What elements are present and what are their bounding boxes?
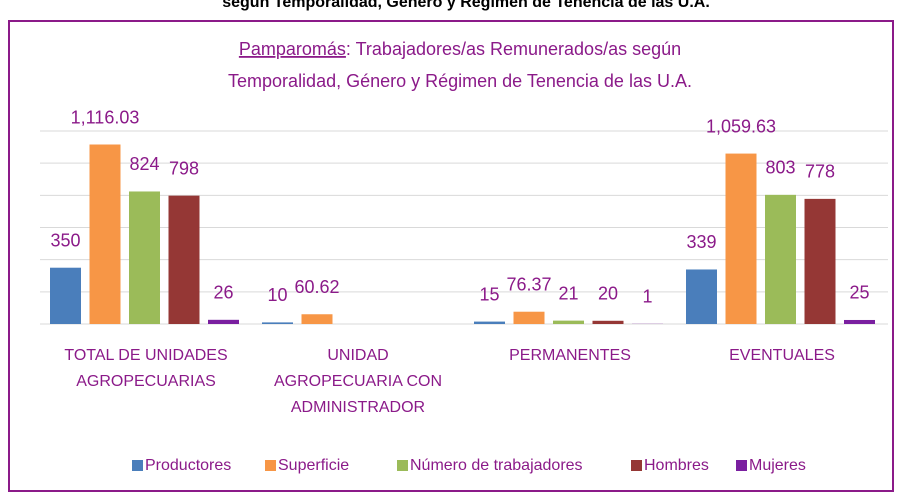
page-title: según Temporalidad, Género y Régimen de … bbox=[222, 0, 710, 11]
bar bbox=[686, 269, 717, 324]
legend-swatch bbox=[265, 460, 276, 471]
data-label: 20 bbox=[598, 284, 618, 304]
x-tick-label: AGROPECUARIAS bbox=[76, 373, 216, 390]
bar bbox=[553, 320, 584, 324]
x-tick-label: PERMANENTES bbox=[509, 347, 631, 364]
bar bbox=[208, 319, 239, 324]
data-label: 1,059.63 bbox=[706, 116, 776, 136]
legend-swatch bbox=[397, 460, 408, 471]
data-label: 10 bbox=[267, 285, 287, 305]
legend-swatch bbox=[132, 460, 143, 471]
bar bbox=[89, 144, 121, 324]
title-place: Pamparomás bbox=[239, 39, 346, 59]
legend-swatch bbox=[736, 460, 747, 471]
bar bbox=[474, 321, 505, 324]
data-label: 798 bbox=[169, 158, 199, 178]
data-label: 25 bbox=[849, 283, 869, 303]
legend-swatch bbox=[631, 460, 642, 471]
bar bbox=[725, 153, 757, 324]
x-tick-label: ADMINISTRADOR bbox=[291, 399, 425, 416]
data-label: 15 bbox=[479, 284, 499, 304]
data-label: 350 bbox=[50, 230, 80, 250]
data-label: 21 bbox=[558, 283, 578, 303]
data-label: 778 bbox=[805, 162, 835, 182]
data-label: 26 bbox=[213, 283, 233, 303]
x-tick-label: UNIDAD bbox=[327, 347, 388, 364]
bar bbox=[513, 311, 545, 324]
legend-label: Mujeres bbox=[749, 457, 806, 474]
chart-title: Pamparomás: Trabajadores/as Remunerados/… bbox=[239, 39, 681, 59]
data-label: 1,116.03 bbox=[71, 107, 140, 127]
x-tick-label: AGROPECUARIA CON bbox=[274, 373, 442, 390]
x-tick-label: EVENTUALES bbox=[729, 347, 835, 364]
legend-label: Hombres bbox=[644, 457, 709, 474]
bar bbox=[129, 191, 160, 324]
bar bbox=[592, 320, 624, 324]
bar bbox=[844, 319, 875, 324]
data-label: 1 bbox=[642, 287, 652, 307]
title-part: : Trabajadores/as Remunerados/as según bbox=[346, 39, 681, 59]
data-label: 803 bbox=[765, 158, 795, 178]
bar bbox=[168, 195, 200, 324]
data-label: 60.62 bbox=[294, 277, 339, 297]
x-tick-label: TOTAL DE UNIDADES bbox=[64, 347, 227, 364]
data-label: 76.37 bbox=[506, 274, 551, 294]
chart-frame bbox=[8, 20, 894, 492]
bar bbox=[50, 267, 81, 324]
data-label: 824 bbox=[129, 154, 159, 174]
legend-label: Número de trabajadores bbox=[410, 457, 583, 474]
bar bbox=[765, 194, 796, 324]
bar bbox=[804, 198, 836, 324]
legend-label: Productores bbox=[145, 457, 231, 474]
bar bbox=[301, 314, 333, 324]
bar bbox=[262, 322, 293, 324]
data-label: 339 bbox=[686, 232, 716, 252]
chart-title-line: Temporalidad, Género y Régimen de Tenenc… bbox=[228, 71, 692, 91]
legend-label: Superficie bbox=[278, 457, 349, 474]
